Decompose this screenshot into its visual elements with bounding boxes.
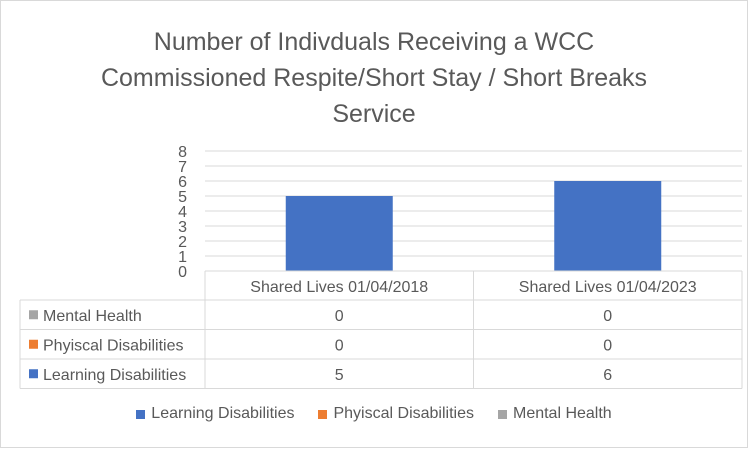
legend-label: Phyiscal Disabilities xyxy=(333,405,474,422)
legend-item: Phyiscal Disabilities xyxy=(318,405,474,423)
legend-swatch xyxy=(318,409,328,419)
legend-item: Learning Disabilities xyxy=(136,405,294,423)
y-tick-label: 3 xyxy=(178,219,187,236)
y-tick-label: 0 xyxy=(178,264,187,281)
y-tick-label: 5 xyxy=(178,189,187,206)
data-table: Shared Lives 01/04/2018 Shared Lives 01/0… xyxy=(19,270,743,389)
legend-label: Learning Disabilities xyxy=(151,405,295,422)
category-label: Shared Lives 01/04/2023 xyxy=(519,279,697,296)
table-value: 6 xyxy=(603,367,612,384)
table-row-label: Mental Health xyxy=(43,308,142,325)
y-tick-label: 4 xyxy=(178,204,187,221)
bars xyxy=(285,181,662,271)
y-tick-label: 2 xyxy=(178,234,187,251)
table-value: 5 xyxy=(335,367,344,384)
chart-title-line-3: Service xyxy=(332,100,416,128)
legend: Learning Disabilities Phyiscal Disabiliti… xyxy=(0,405,748,423)
legend-item: Mental Health xyxy=(497,405,612,423)
table-row-label: Learning Disabilities xyxy=(43,367,186,384)
legend-label: Mental Health xyxy=(512,405,612,422)
chart-title-line-1: Number of Indivduals Receiving a WCC xyxy=(153,28,595,56)
category-label: Shared Lives 01/04/2018 xyxy=(250,279,428,296)
table-value: 0 xyxy=(335,337,344,354)
chart-title: Number of Indivduals Receiving a WCC Com… xyxy=(0,24,748,132)
legend-swatch xyxy=(136,409,146,419)
table-legend-key xyxy=(29,310,38,320)
y-tick-label: 6 xyxy=(178,174,187,191)
table-legend-key xyxy=(29,369,38,379)
chart-title-line-2: Commissioned Respite/Short Stay / Short … xyxy=(100,64,648,92)
gridlines xyxy=(205,150,742,257)
legend-swatch xyxy=(497,409,507,419)
table-value: 0 xyxy=(603,337,612,354)
bar-learning-disabilities-0 xyxy=(285,196,393,271)
table-row-label: Phyiscal Disabilities xyxy=(43,337,184,354)
table-value: 0 xyxy=(603,308,612,325)
y-tick-label: 1 xyxy=(178,249,187,266)
table-value: 0 xyxy=(335,308,344,325)
table-legend-key xyxy=(29,339,38,349)
y-tick-label: 8 xyxy=(178,144,187,161)
bar-learning-disabilities-1 xyxy=(554,181,662,271)
y-tick-label: 7 xyxy=(178,159,187,176)
